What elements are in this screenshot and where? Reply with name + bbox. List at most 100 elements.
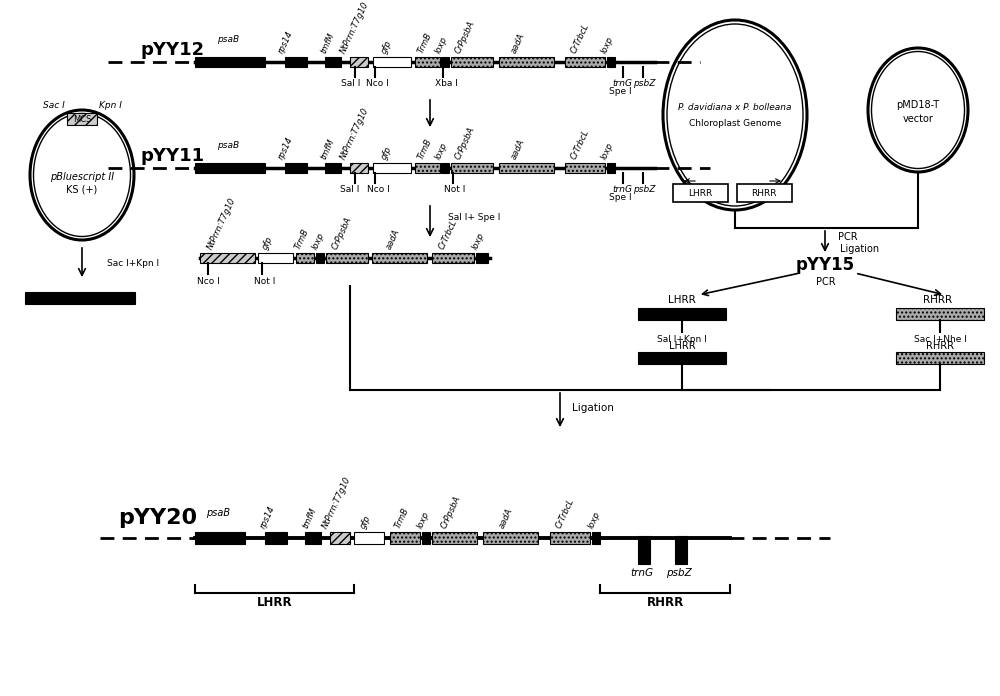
Text: pBluescript II: pBluescript II	[50, 172, 114, 182]
Text: pYY20: pYY20	[118, 508, 197, 528]
Text: aadA: aadA	[509, 138, 527, 161]
Text: Spe I: Spe I	[609, 88, 631, 97]
Text: P. davidiana x P. bolleana: P. davidiana x P. bolleana	[678, 102, 792, 111]
Text: Sac I: Sac I	[43, 100, 65, 109]
Text: psaB: psaB	[206, 508, 230, 518]
Bar	[565, 163, 605, 173]
Text: NtPrrn:T7g10: NtPrrn:T7g10	[339, 106, 371, 161]
Text: rps14: rps14	[259, 505, 277, 530]
Text: gfp: gfp	[359, 514, 373, 530]
Text: RHRR: RHRR	[923, 295, 953, 305]
Text: CrPpsbA: CrPpsbA	[330, 215, 354, 251]
Text: TrmB: TrmB	[293, 228, 311, 251]
Bar	[325, 57, 341, 67]
Text: trnG: trnG	[631, 568, 654, 578]
Text: aadA: aadA	[384, 228, 402, 251]
Bar	[422, 532, 430, 544]
Text: loxp: loxp	[599, 141, 615, 161]
Bar	[483, 532, 538, 544]
Text: loxp: loxp	[470, 231, 486, 251]
Text: aadA: aadA	[509, 32, 527, 55]
Text: PCR: PCR	[838, 232, 858, 242]
Text: CrTrbcL: CrTrbcL	[569, 128, 591, 161]
Text: TrmB: TrmB	[416, 31, 434, 55]
Bar	[565, 57, 605, 67]
Bar	[67, 113, 97, 125]
Text: CrPpsbA: CrPpsbA	[439, 494, 463, 530]
Text: psaB: psaB	[217, 35, 239, 45]
Bar	[372, 253, 427, 263]
Text: psaB: psaB	[217, 141, 239, 150]
Text: loxp: loxp	[433, 141, 449, 161]
Text: CrTrbcL: CrTrbcL	[554, 497, 576, 530]
Bar	[195, 532, 245, 544]
Bar	[200, 253, 255, 263]
Text: loxp: loxp	[415, 510, 431, 530]
Bar	[638, 352, 726, 364]
Bar	[415, 163, 440, 173]
Bar	[296, 253, 314, 263]
Text: trnG: trnG	[612, 79, 632, 88]
Text: LHRR: LHRR	[688, 189, 712, 198]
Bar	[415, 57, 440, 67]
Text: Sal I: Sal I	[341, 79, 361, 88]
Text: pMD18-T: pMD18-T	[896, 100, 940, 110]
Text: pYY12: pYY12	[140, 41, 204, 59]
Bar	[316, 253, 324, 263]
Text: loxp: loxp	[599, 35, 615, 55]
Text: vector: vector	[903, 114, 933, 124]
Bar	[737, 184, 792, 202]
Text: gfp: gfp	[380, 39, 394, 55]
Text: psbZ: psbZ	[666, 568, 692, 578]
Text: rps14: rps14	[277, 136, 295, 161]
Text: RHRR: RHRR	[926, 341, 954, 351]
Bar	[350, 57, 368, 67]
Text: CrTrbcL: CrTrbcL	[569, 22, 591, 55]
Text: TrmB: TrmB	[416, 137, 434, 161]
Bar	[607, 163, 615, 173]
Text: TrmB: TrmB	[393, 507, 411, 530]
Text: Spe I: Spe I	[609, 193, 631, 203]
Text: Ligation: Ligation	[840, 244, 879, 254]
Text: KS (+): KS (+)	[66, 184, 98, 194]
Bar	[390, 532, 420, 544]
Bar	[25, 292, 135, 304]
Bar	[451, 57, 493, 67]
Bar	[441, 163, 449, 173]
Text: Nco I: Nco I	[197, 276, 219, 285]
Bar	[350, 163, 368, 173]
Bar	[325, 163, 341, 173]
Bar	[476, 253, 488, 263]
Bar	[354, 532, 384, 544]
Bar	[195, 163, 265, 173]
Text: gfp: gfp	[380, 145, 394, 161]
Text: aadA: aadA	[497, 507, 515, 530]
Text: CrPpsbA: CrPpsbA	[453, 125, 477, 161]
Text: RHRR: RHRR	[751, 189, 777, 198]
Text: Not I: Not I	[254, 276, 276, 285]
Text: tmfM: tmfM	[319, 31, 337, 55]
Text: trnG: trnG	[612, 186, 632, 194]
Text: Not I: Not I	[444, 186, 466, 194]
Text: Sal I+Kpn I: Sal I+Kpn I	[657, 335, 707, 344]
Bar	[673, 184, 728, 202]
Text: LHRR: LHRR	[669, 341, 695, 351]
Text: Xba I: Xba I	[435, 79, 457, 88]
Text: Nco I: Nco I	[366, 79, 388, 88]
Bar	[265, 532, 287, 544]
Text: pYY15: pYY15	[795, 256, 855, 274]
Bar	[373, 163, 411, 173]
Text: NtPrrn:T7g10: NtPrrn:T7g10	[339, 0, 371, 55]
Bar	[305, 532, 321, 544]
Text: MCS: MCS	[73, 115, 91, 123]
Text: psbZ: psbZ	[633, 79, 655, 88]
Text: pYY11: pYY11	[140, 147, 204, 165]
Text: Kpn I: Kpn I	[99, 100, 121, 109]
Text: LHRR: LHRR	[668, 295, 696, 305]
Bar	[675, 536, 687, 564]
Text: NtPrrn:T7g10: NtPrrn:T7g10	[206, 196, 238, 251]
Bar	[330, 532, 350, 544]
Bar	[432, 532, 477, 544]
Text: LHRR: LHRR	[257, 596, 292, 610]
Text: Nco I: Nco I	[367, 186, 389, 194]
